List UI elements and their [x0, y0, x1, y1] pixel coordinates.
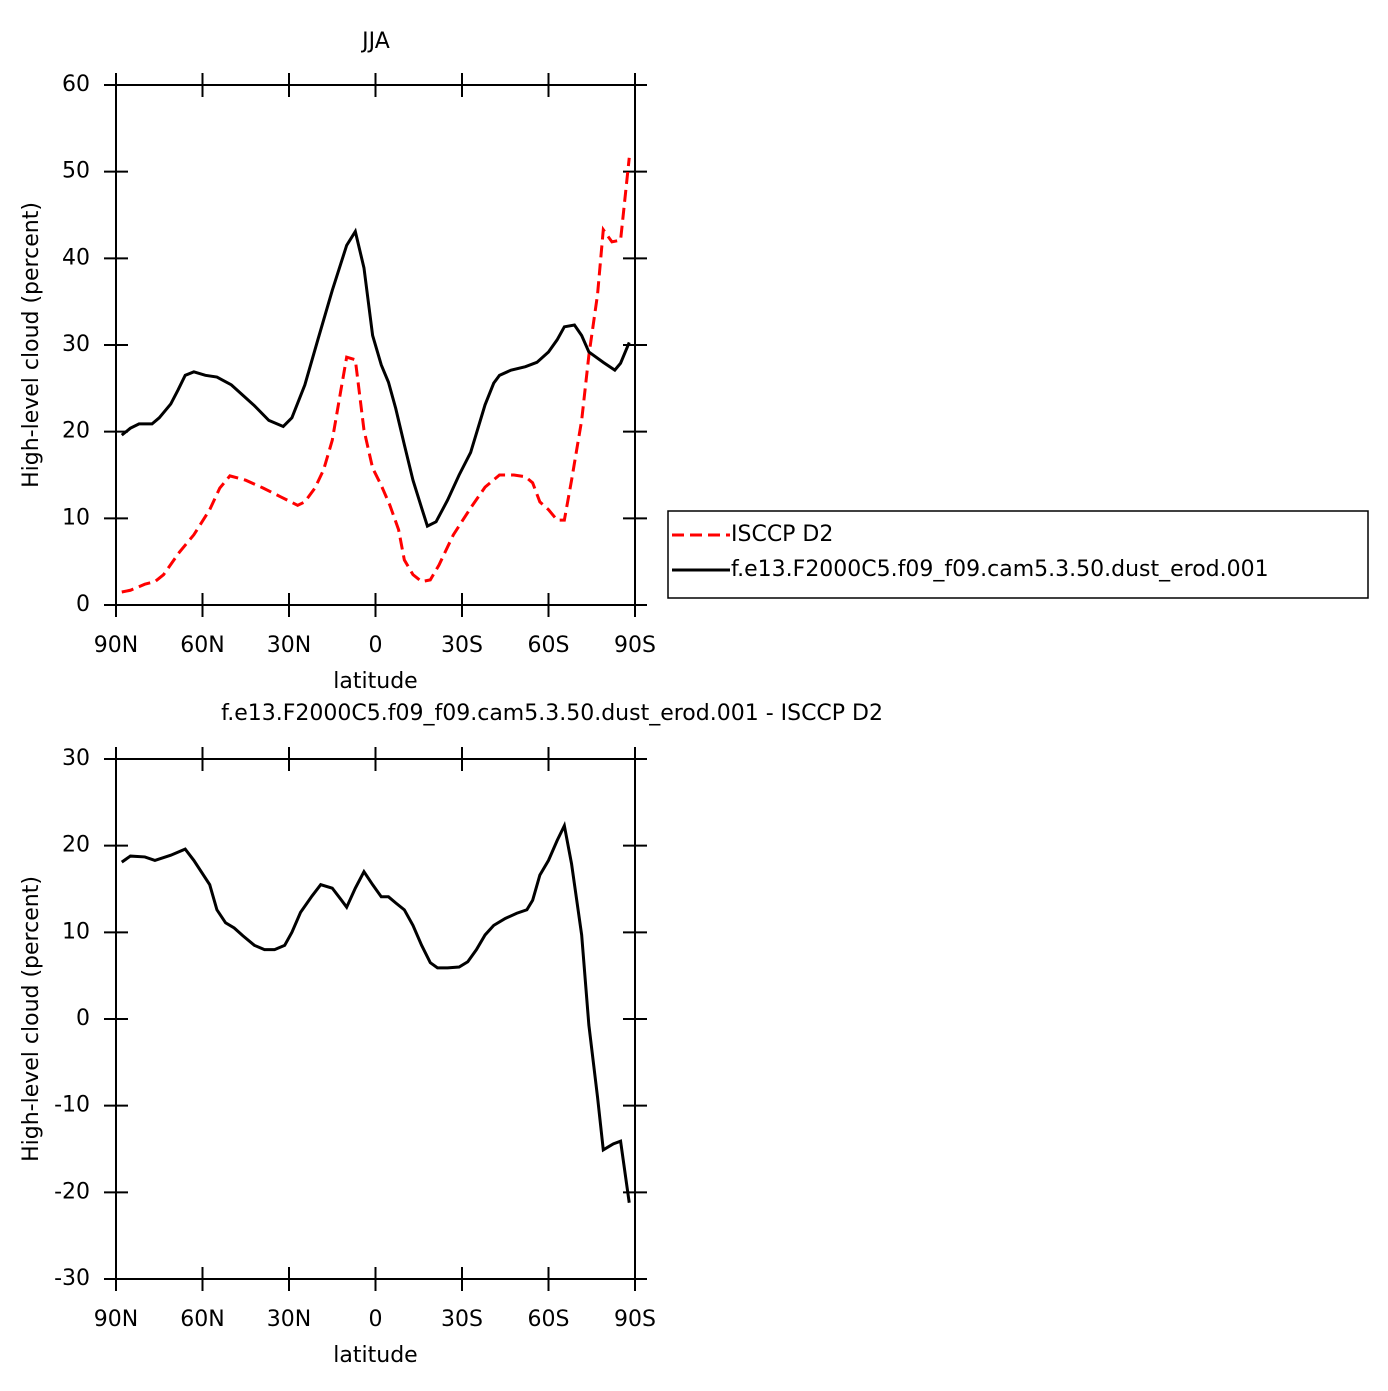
- x-tick-label: 90S: [614, 1307, 656, 1332]
- data-line: [121, 157, 631, 594]
- x-tick-label: 30S: [441, 633, 483, 658]
- y-tick-label: 60: [62, 72, 90, 97]
- x-tick-label: 60S: [528, 633, 570, 658]
- y-axis-label: High-level cloud (percent): [19, 876, 44, 1162]
- chart-title: JJA: [360, 29, 390, 54]
- y-tick-label: 0: [76, 1006, 90, 1031]
- data-line: [120, 227, 631, 529]
- plot-frame: [115, 758, 636, 1280]
- x-tick-label: 30S: [441, 1307, 483, 1332]
- y-tick-label: 20: [62, 419, 90, 444]
- y-tick-label: -30: [54, 1266, 90, 1291]
- data-line: [120, 821, 631, 1203]
- y-tick-label: 10: [62, 505, 90, 530]
- y-axis-label: High-level cloud (percent): [19, 202, 44, 488]
- y-tick-label: 40: [62, 245, 90, 270]
- x-tick-label: 30N: [267, 1307, 311, 1332]
- x-tick-label: 60N: [180, 1307, 224, 1332]
- y-tick-label: 50: [62, 159, 90, 184]
- y-tick-label: 30: [62, 746, 90, 771]
- x-tick-label: 60N: [180, 633, 224, 658]
- x-tick-label: 90S: [614, 633, 656, 658]
- x-tick-label: 0: [369, 633, 383, 658]
- y-tick-label: -20: [54, 1179, 90, 1204]
- legend-label: ISCCP D2: [731, 522, 833, 547]
- y-tick-label: 20: [62, 833, 90, 858]
- x-tick-label: 60S: [528, 1307, 570, 1332]
- y-tick-label: 30: [62, 332, 90, 357]
- x-tick-label: 90N: [94, 633, 138, 658]
- y-tick-label: -10: [54, 1093, 90, 1118]
- x-tick-label: 90N: [94, 1307, 138, 1332]
- legend-label: f.e13.F2000C5.f09_f09.cam5.3.50.dust_ero…: [731, 557, 1269, 582]
- x-axis-label: latitude: [333, 669, 417, 694]
- chart-title: f.e13.F2000C5.f09_f09.cam5.3.50.dust_ero…: [221, 701, 883, 726]
- legend-box: [667, 510, 1369, 599]
- y-tick-label: 10: [62, 919, 90, 944]
- x-axis-label: latitude: [333, 1343, 417, 1368]
- x-tick-label: 0: [369, 1307, 383, 1332]
- x-tick-label: 30N: [267, 633, 311, 658]
- y-tick-label: 0: [76, 592, 90, 617]
